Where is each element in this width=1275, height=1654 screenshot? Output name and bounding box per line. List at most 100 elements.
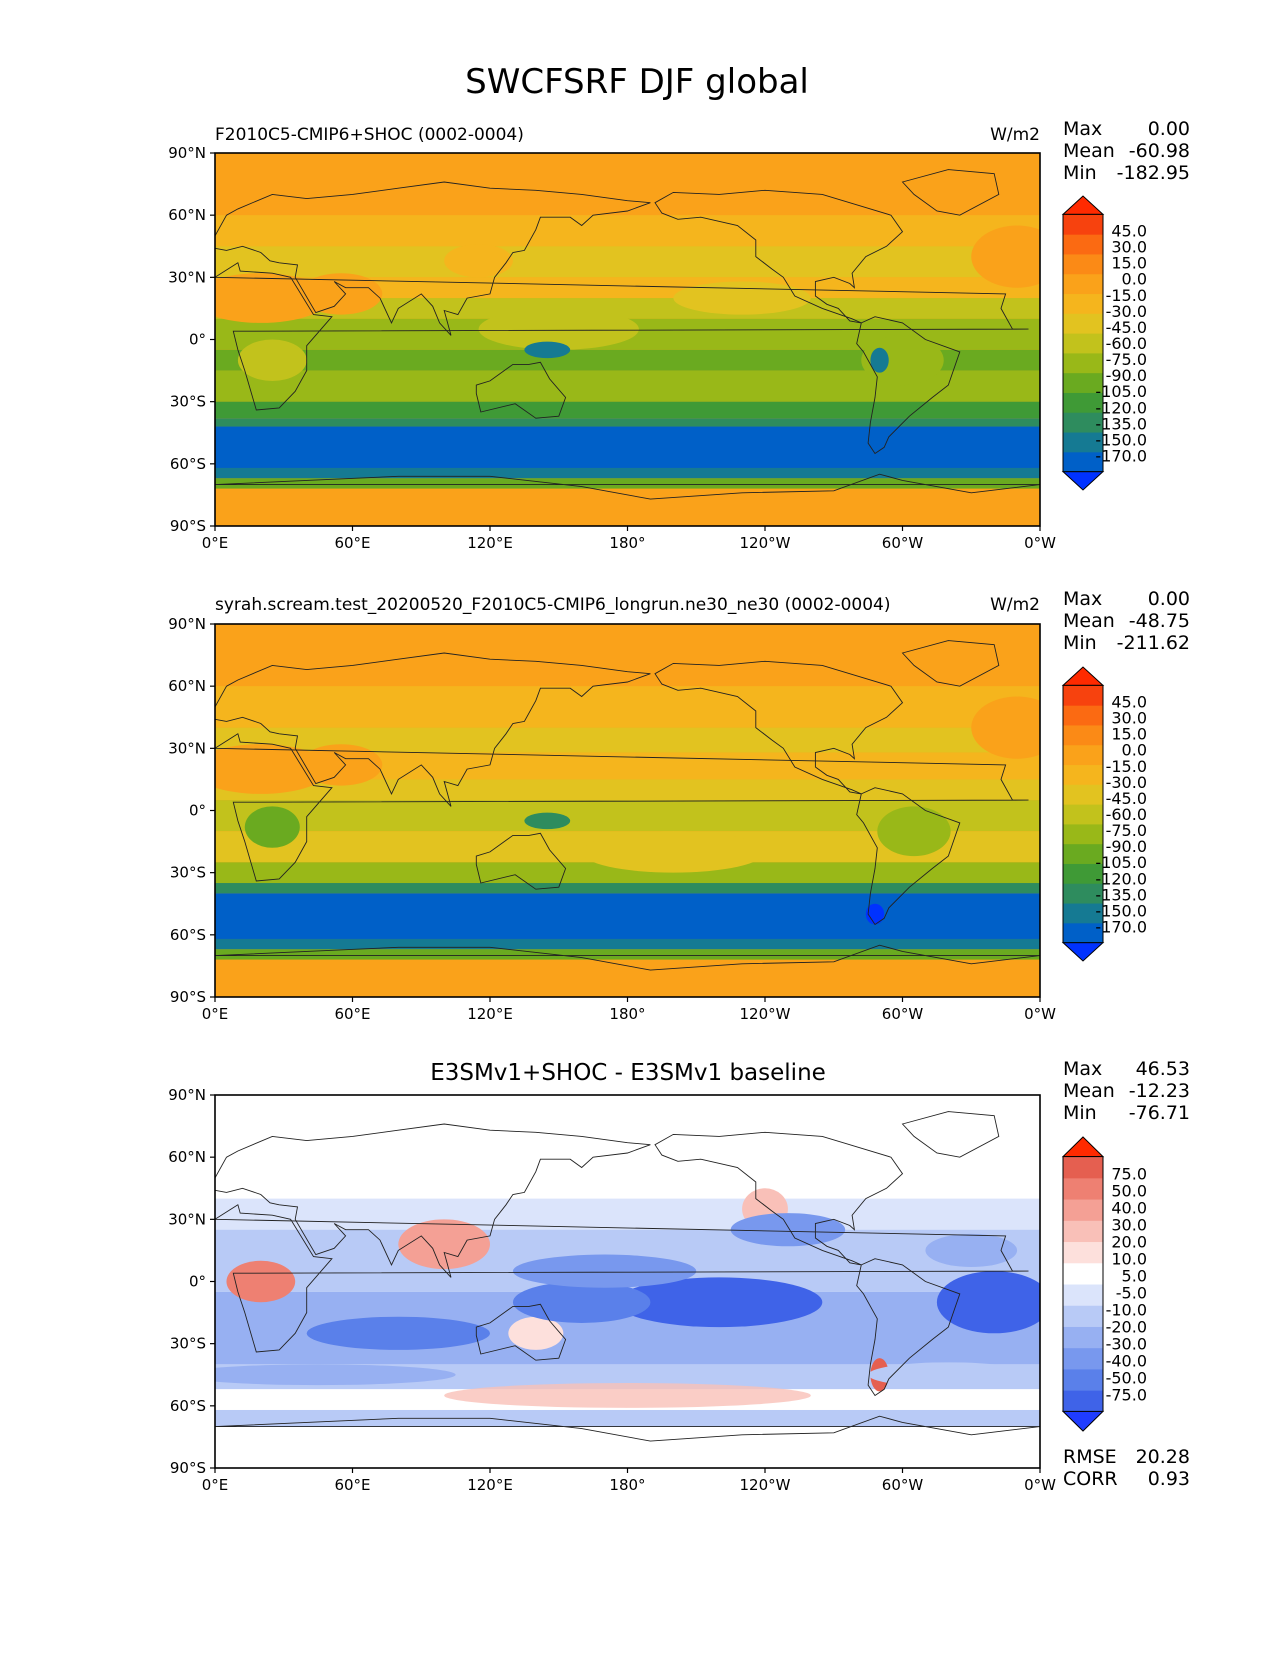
coastline	[215, 1123, 651, 1278]
map-feature	[861, 335, 944, 386]
map-feature	[971, 225, 1040, 288]
panel-reference-stats: Max 0.00 Mean -48.75 Min -211.62	[1063, 588, 1190, 654]
map-feature	[936, 1271, 1040, 1334]
panel-reference-mean-value: -48.75	[1129, 610, 1190, 632]
map-feature	[398, 1219, 490, 1270]
colorbar-tick-label: 40.0	[1111, 1199, 1147, 1218]
x-tick-label: 0°W	[1024, 534, 1056, 552]
map-feature	[226, 1260, 296, 1303]
colorbar-tick-label: 30.0	[1111, 1216, 1147, 1235]
colorbar-swatch	[1063, 744, 1103, 766]
panel-test-max-value: 0.00	[1148, 118, 1190, 140]
colorbar-tick-label: -90.0	[1106, 366, 1147, 385]
y-tick-label: 30°S	[170, 393, 206, 411]
map-band	[215, 153, 1040, 216]
colorbar-swatch	[1063, 432, 1103, 453]
coastline	[215, 473, 1040, 500]
colorbar-swatch	[1063, 253, 1103, 275]
colorbar-tick-label: 45.0	[1111, 221, 1147, 240]
colorbar-swatch	[1063, 705, 1103, 726]
colorbar-swatch	[1063, 1156, 1103, 1179]
colorbar-extend-max	[1061, 666, 1105, 686]
colorbar-tick-label: -45.0	[1106, 318, 1147, 337]
colorbar-tick-label: -45.0	[1106, 789, 1147, 808]
colorbar-extend-min	[1061, 1410, 1105, 1432]
y-tick-label: 30°N	[168, 268, 206, 286]
coastline	[215, 262, 1029, 411]
y-tick-label: 60°S	[170, 1397, 206, 1415]
y-tick-label: 60°S	[170, 455, 206, 473]
panel-difference: E3SMv1+SHOC - E3SMv1 baseline 0°E 60°E 120…	[168, 1058, 1190, 1494]
colorbar-extend-min	[1061, 942, 1105, 962]
map-feature	[306, 1316, 490, 1350]
colorbar-swatch	[1063, 372, 1103, 393]
x-tick-label: 180°	[609, 1005, 645, 1023]
panel-difference-min-label: Min	[1063, 1102, 1097, 1124]
x-tick-label: 0°E	[202, 1005, 229, 1023]
y-tick-label: 90°N	[168, 1086, 206, 1104]
coastline	[215, 1415, 1040, 1442]
panel-difference-error-stats: RMSE 20.28 CORR 0.93	[1063, 1446, 1190, 1490]
colorbar-tick-label: -30.0	[1106, 773, 1147, 792]
y-tick-label: 60°N	[168, 1148, 206, 1166]
map-feature	[877, 806, 951, 857]
coastline	[215, 652, 651, 807]
colorbar-tick-label: -150.0	[1095, 901, 1147, 920]
panel-difference-max-value: 46.53	[1136, 1058, 1190, 1080]
colorbar-tick-label: 30.0	[1111, 238, 1147, 257]
map-feature	[215, 273, 330, 323]
coastline	[215, 1204, 1029, 1353]
colorbar-swatch	[1063, 313, 1103, 334]
colorbar-swatch	[1063, 823, 1103, 845]
colorbar-tick-label: 0.0	[1122, 741, 1147, 760]
panel-reference-title: syrah.scream.test_20200520_F2010C5-CMIP6…	[215, 595, 891, 615]
panel-test-colorbar: 45.030.015.00.0-15.0-30.0-45.0-60.0-75.0…	[1061, 195, 1147, 491]
colorbar-tick-label: 15.0	[1111, 254, 1147, 273]
map-feature	[478, 308, 639, 350]
map-feature	[673, 281, 811, 315]
colorbar-extend-max	[1061, 195, 1105, 215]
x-tick-label: 120°W	[740, 1476, 791, 1494]
y-tick-label: 30°S	[170, 864, 206, 882]
y-tick-label: 90°S	[170, 1459, 206, 1477]
colorbar-tick-label: -150.0	[1095, 430, 1147, 449]
y-tick-label: 60°N	[168, 677, 206, 695]
map-band	[215, 215, 1040, 247]
map-band	[215, 938, 1040, 950]
map-feature	[870, 347, 889, 373]
y-tick-label: 90°S	[170, 517, 206, 535]
map-band	[215, 1426, 1040, 1468]
x-tick-label: 0°E	[202, 1476, 229, 1494]
panel-test-title: F2010C5-CMIP6+SHOC (0002-0004)	[215, 125, 524, 145]
coastline	[901, 640, 1000, 687]
map-feature	[730, 1213, 846, 1247]
colorbar-frame	[1062, 1156, 1104, 1412]
map-band	[215, 1095, 1040, 1199]
map-feature	[299, 273, 383, 315]
y-tick-label: 0°	[189, 802, 206, 820]
panel-reference-units: W/m2	[990, 595, 1040, 615]
colorbar-tick-label: -105.0	[1095, 853, 1147, 872]
map-band	[215, 1198, 1040, 1230]
panel-reference-map	[214, 623, 1041, 998]
x-tick-label: 60°W	[882, 534, 924, 552]
colorbar-extend-max	[1061, 1136, 1105, 1158]
colorbar-swatch	[1063, 214, 1103, 235]
panel-test-min-value: -182.95	[1117, 162, 1190, 184]
map-feature	[512, 1281, 651, 1323]
colorbar-tick-label: -30.0	[1106, 302, 1147, 321]
colorbar-tick-label: -5.0	[1116, 1283, 1147, 1302]
x-tick-label: 60°E	[334, 1005, 370, 1023]
colorbar-swatch	[1063, 1305, 1103, 1327]
map-feature	[512, 1254, 697, 1288]
x-tick-label: 60°E	[334, 534, 370, 552]
colorbar-swatch	[1063, 1220, 1103, 1243]
y-tick-label: 60°N	[168, 206, 206, 224]
colorbar-tick-label: 5.0	[1122, 1267, 1147, 1286]
map-feature	[616, 1277, 823, 1328]
map-band	[215, 467, 1040, 479]
panel-test-stats: Max 0.00 Mean -60.98 Min -182.95	[1063, 118, 1190, 184]
y-tick-label: 30°N	[168, 739, 206, 757]
panel-reference-max-label: Max	[1063, 588, 1102, 610]
panel-test-max-label: Max	[1063, 118, 1102, 140]
